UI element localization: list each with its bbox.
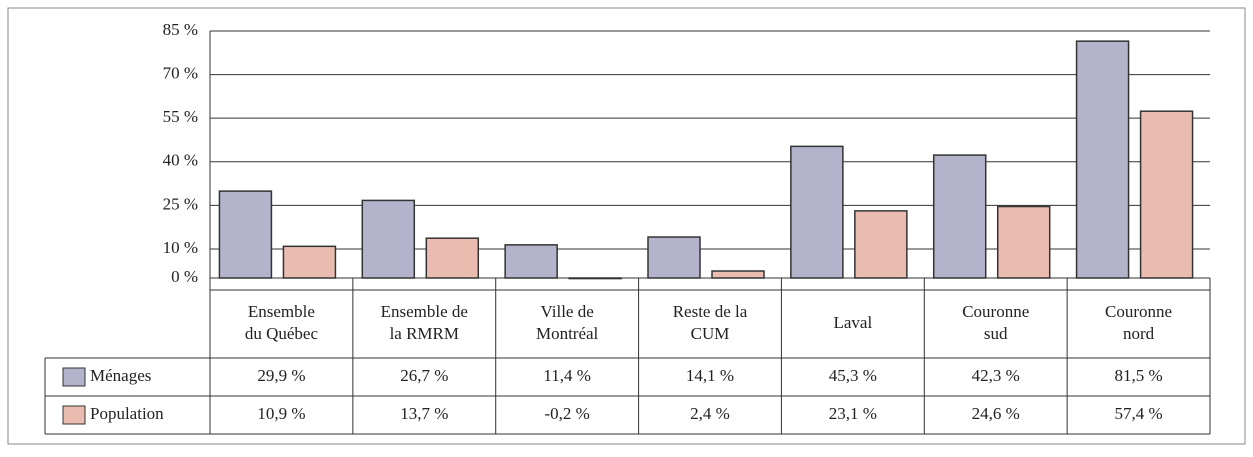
y-tick-label: 40 % <box>163 151 198 170</box>
x-tick-label: Montréal <box>536 324 599 343</box>
value-label: 11,4 % <box>543 366 591 385</box>
bar <box>932 154 987 279</box>
value-label: 10,9 % <box>257 404 305 423</box>
y-tick-label: 10 % <box>163 238 198 257</box>
x-tick-label: la RMRM <box>390 324 459 343</box>
bar <box>504 244 558 279</box>
x-tick-label: Reste de la <box>673 302 748 321</box>
x-tick-label: Ensemble <box>248 302 315 321</box>
legend-label: Ménages <box>90 366 151 385</box>
value-label: 23,1 % <box>829 404 877 423</box>
value-label: 81,5 % <box>1114 366 1162 385</box>
value-label: 29,9 % <box>257 366 305 385</box>
value-label: 24,6 % <box>972 404 1020 423</box>
value-label: 14,1 % <box>686 366 734 385</box>
y-tick-label: 70 % <box>163 63 198 82</box>
bar <box>854 210 908 279</box>
x-tick-label: Couronne <box>962 302 1029 321</box>
y-tick-label: 25 % <box>163 194 198 213</box>
value-label: 13,7 % <box>400 404 448 423</box>
bar <box>218 190 273 279</box>
bar <box>647 236 701 279</box>
x-tick-label: Ensemble de <box>381 302 468 321</box>
x-tick-label: Laval <box>834 313 873 332</box>
x-tick-label: du Québec <box>245 324 319 343</box>
bar <box>1139 110 1194 279</box>
x-tick-label: nord <box>1123 324 1155 343</box>
bar <box>425 237 480 279</box>
value-label: -0,2 % <box>544 404 589 423</box>
y-tick-label: 55 % <box>163 107 198 126</box>
value-label: 45,3 % <box>829 366 877 385</box>
value-label: 42,3 % <box>972 366 1020 385</box>
x-tick-label: sud <box>984 324 1008 343</box>
bar <box>1075 40 1130 279</box>
bar <box>711 270 765 279</box>
bar <box>996 205 1051 279</box>
x-tick-label: Ville de <box>541 302 594 321</box>
y-tick-label: 85 % <box>163 20 198 39</box>
legend-swatch <box>62 367 86 387</box>
value-label: 2,4 % <box>690 404 730 423</box>
value-label: 57,4 % <box>1114 404 1162 423</box>
value-label: 26,7 % <box>400 366 448 385</box>
x-tick-label: CUM <box>691 324 730 343</box>
bar <box>282 245 337 279</box>
y-tick-label: 0 % <box>171 267 198 286</box>
bar <box>361 199 416 279</box>
bar <box>790 145 844 279</box>
frame <box>7 7 1246 445</box>
legend-swatch <box>62 405 86 425</box>
bar <box>568 277 622 280</box>
legend-label: Population <box>90 404 164 423</box>
x-tick-label: Couronne <box>1105 302 1172 321</box>
